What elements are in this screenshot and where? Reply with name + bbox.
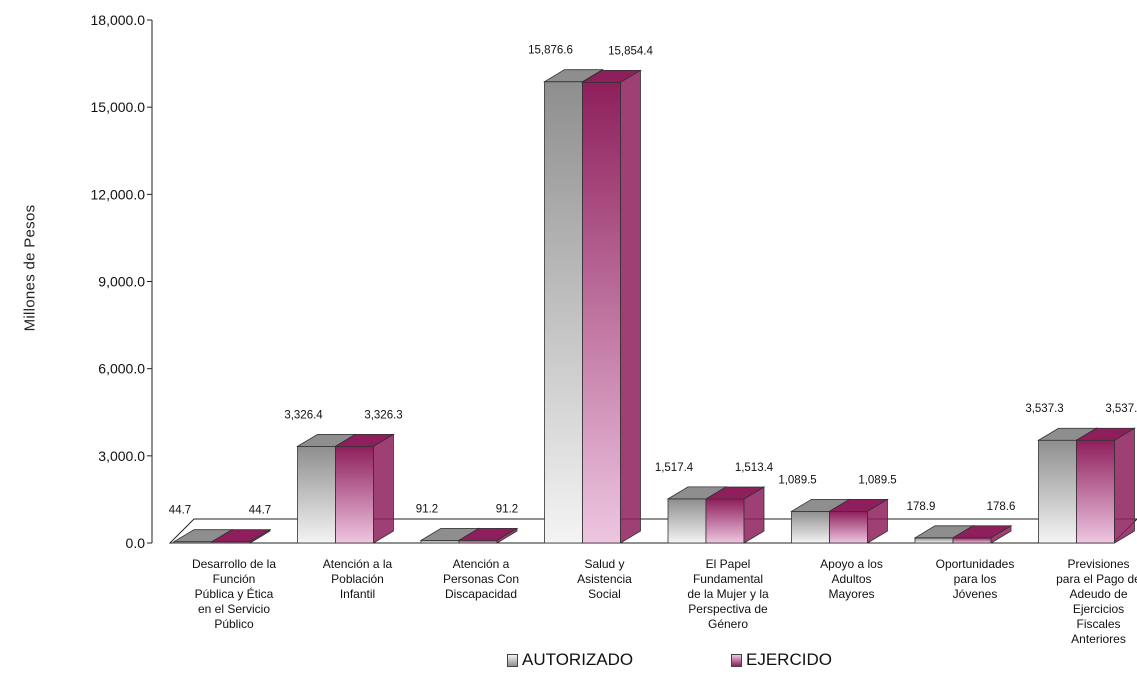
bar-front bbox=[914, 537, 954, 544]
y-tick-label: 12,000.0 bbox=[91, 186, 146, 202]
bar-ejercido-3 bbox=[581, 69, 642, 544]
y-tick-label: 3,000.0 bbox=[98, 448, 145, 464]
data-label-autorizado-6: 178.9 bbox=[907, 501, 936, 513]
bar-front bbox=[582, 81, 621, 544]
bar-ejercido-6 bbox=[951, 525, 1013, 544]
legend-item-ejercido: EJERCIDO bbox=[731, 650, 832, 670]
bar-side bbox=[990, 525, 1012, 544]
bar-side bbox=[496, 527, 518, 544]
bars-group: 44.7 44.7 3,326.4 3,326.3 91.2 91.2 15,876.6 15… bbox=[169, 45, 1137, 544]
y-axis-label: Millones de Pesos bbox=[21, 204, 39, 332]
x-tick-label-3: Salud y Asistencia Social bbox=[577, 557, 632, 601]
bar-front bbox=[829, 510, 868, 544]
data-label-autorizado-0: 44.7 bbox=[169, 505, 191, 517]
data-label-ejercido-7: 3,537.3 bbox=[1105, 403, 1137, 415]
bar-front bbox=[1076, 439, 1115, 544]
bar-side bbox=[620, 69, 641, 544]
legend-label-autorizado: AUTORIZADO bbox=[522, 650, 634, 669]
legend-item-autorizado: AUTORIZADO bbox=[507, 650, 633, 670]
data-label-ejercido-4: 1,513.4 bbox=[735, 462, 774, 474]
y-tick-label: 15,000.0 bbox=[91, 99, 146, 115]
bar-front bbox=[335, 445, 374, 544]
bar-front bbox=[952, 537, 992, 544]
bar-ejercido-7 bbox=[1075, 427, 1136, 544]
y-axis: 0.0 3,000.0 6,000.0 9,000.0 12,000.0 15,000.0… bbox=[91, 12, 153, 551]
bar-ejercido-4 bbox=[704, 486, 766, 544]
legend-label-ejercido: EJERCIDO bbox=[746, 650, 832, 669]
bar-side bbox=[1114, 427, 1135, 544]
bar-front bbox=[705, 498, 745, 544]
y-tick-label: 9,000.0 bbox=[98, 274, 145, 290]
data-label-ejercido-1: 3,326.3 bbox=[364, 409, 402, 421]
bar-side bbox=[743, 486, 765, 544]
bar-front bbox=[791, 510, 830, 544]
data-label-ejercido-6: 178.6 bbox=[987, 501, 1016, 513]
x-tick-label-6: Oportunidades para los Jóvenes bbox=[936, 557, 1015, 601]
x-tick-label-1: Atención a la Población Infantil bbox=[323, 557, 393, 601]
bar-side bbox=[249, 528, 271, 544]
bar-front bbox=[544, 81, 583, 544]
x-tick-labels: Desarrollo de la Función Pública y Ética en… bbox=[192, 557, 1137, 646]
x-tick-label-5: Apoyo a los Adultos Mayores bbox=[820, 557, 883, 601]
y-tick-label: 0.0 bbox=[126, 535, 146, 551]
x-tick-label-0: Desarrollo de la Función Pública y Ética en… bbox=[192, 557, 276, 631]
data-label-autorizado-4: 1,517.4 bbox=[655, 462, 694, 474]
data-label-ejercido-0: 44.7 bbox=[249, 505, 271, 517]
data-label-autorizado-7: 3,537.3 bbox=[1025, 403, 1063, 415]
x-tick-label-7: Previsiones para el Pago de Adeudo de Ejerc… bbox=[1056, 557, 1137, 646]
bar-front bbox=[297, 445, 336, 544]
data-label-ejercido-3: 15,854.4 bbox=[608, 45, 653, 57]
data-label-autorizado-5: 1,089.5 bbox=[778, 474, 816, 486]
data-label-autorizado-1: 3,326.4 bbox=[284, 409, 323, 421]
bar-side bbox=[373, 433, 394, 544]
y-tick-label: 6,000.0 bbox=[98, 361, 145, 377]
data-label-autorizado-2: 91.2 bbox=[416, 503, 438, 515]
bar-front bbox=[1038, 439, 1077, 544]
y-axis-label-container: Millones de Pesos bbox=[10, 0, 50, 688]
data-label-ejercido-2: 91.2 bbox=[496, 503, 518, 515]
data-label-autorizado-3: 15,876.6 bbox=[528, 45, 573, 57]
bar-front bbox=[667, 498, 707, 544]
legend-swatch-ejercido bbox=[731, 653, 742, 667]
bar-ejercido-2 bbox=[457, 527, 519, 544]
bar-side bbox=[867, 498, 888, 544]
y-tick-label: 18,000.0 bbox=[91, 12, 146, 28]
data-label-ejercido-5: 1,089.5 bbox=[858, 474, 896, 486]
legend: AUTORIZADO EJERCIDO bbox=[0, 650, 1137, 680]
x-tick-label-2: Atención a Personas Con Discapacidad bbox=[443, 557, 519, 601]
bar-ejercido-0 bbox=[210, 528, 272, 544]
legend-swatch-autorizado bbox=[507, 653, 518, 667]
bar-ejercido-5 bbox=[828, 498, 889, 544]
x-tick-label-4: El Papel Fundamental de la Mujer y la Persp… bbox=[687, 557, 769, 631]
bar-ejercido-1 bbox=[334, 433, 395, 544]
